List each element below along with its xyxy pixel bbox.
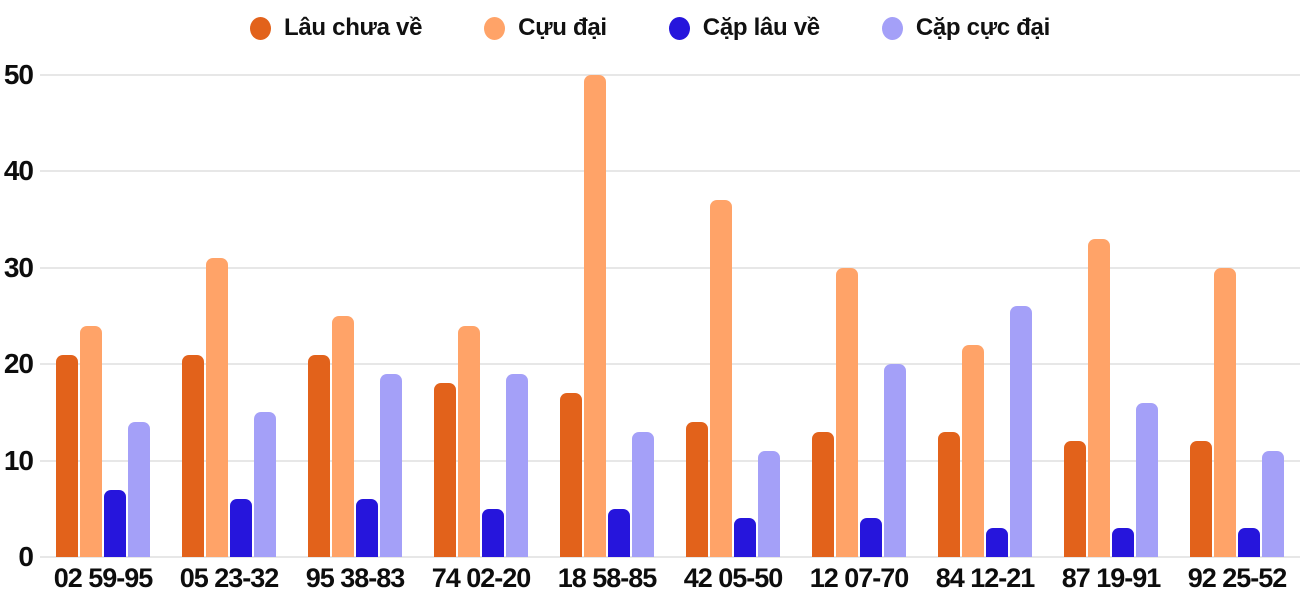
bar-series3-group6[interactable] bbox=[884, 364, 907, 557]
gridline-y-30 bbox=[40, 266, 1300, 269]
y-axis-tick-label: 0 bbox=[18, 541, 34, 572]
legend-item-0[interactable]: Lâu chưa về bbox=[250, 14, 422, 42]
bar-series0-group7[interactable] bbox=[937, 431, 960, 557]
legend-item-label: Cựu đại bbox=[518, 14, 607, 41]
x-axis-category-label: 74 02-20 bbox=[431, 563, 532, 593]
bar-series0-group9[interactable] bbox=[1189, 441, 1212, 557]
chart-legend: Lâu chưa về Cựu đại Cặp lâu về Cặp cực đại bbox=[0, 8, 1300, 48]
x-axis-category-label: 92 25-52 bbox=[1187, 563, 1288, 593]
y-axis-tick-label: 20 bbox=[3, 348, 34, 380]
bar-series1-group2[interactable] bbox=[331, 316, 354, 557]
legend-item-label: Cặp cực đại bbox=[915, 14, 1050, 41]
x-axis-category-label: 12 07-70 bbox=[809, 563, 910, 593]
legend-swatch-icon bbox=[250, 16, 272, 40]
bar-series3-group2[interactable] bbox=[380, 373, 403, 557]
x-axis-category-label: 05 23-32 bbox=[179, 563, 280, 593]
bar-series1-group5[interactable] bbox=[709, 200, 732, 557]
bar-series2-group7[interactable] bbox=[986, 528, 1009, 557]
legend-item-label: Lâu chưa về bbox=[284, 14, 423, 41]
bar-series2-group9[interactable] bbox=[1238, 528, 1261, 557]
legend-swatch-icon bbox=[881, 16, 903, 40]
legend-item-3[interactable]: Cặp cực đại bbox=[881, 14, 1050, 42]
bar-series2-group0[interactable] bbox=[104, 489, 127, 557]
bar-series1-group3[interactable] bbox=[457, 325, 480, 557]
gridline-y-20 bbox=[40, 363, 1300, 366]
bar-series2-group6[interactable] bbox=[860, 518, 883, 557]
legend-swatch-icon bbox=[484, 16, 506, 40]
bar-series0-group3[interactable] bbox=[433, 383, 456, 557]
bar-series3-group9[interactable] bbox=[1262, 450, 1285, 557]
y-axis-tick-label: 40 bbox=[3, 155, 34, 187]
bar-series3-group8[interactable] bbox=[1136, 402, 1159, 557]
bar-series1-group8[interactable] bbox=[1087, 238, 1110, 557]
bar-series3-group5[interactable] bbox=[758, 450, 781, 557]
bar-series0-group4[interactable] bbox=[559, 393, 582, 557]
bar-series0-group6[interactable] bbox=[811, 431, 834, 557]
gridline-y-50 bbox=[40, 74, 1300, 76]
y-axis-tick-label: 10 bbox=[3, 444, 34, 476]
bar-series0-group0[interactable] bbox=[55, 354, 78, 557]
bar-series2-group1[interactable] bbox=[230, 499, 253, 557]
bar-series0-group2[interactable] bbox=[307, 354, 330, 557]
legend-swatch-icon bbox=[668, 16, 690, 40]
gridline-y-0 bbox=[40, 556, 1300, 558]
x-axis-category-label: 02 59-95 bbox=[53, 563, 154, 593]
bar-series2-group5[interactable] bbox=[734, 518, 757, 557]
x-axis-category-label: 87 19-91 bbox=[1061, 563, 1162, 593]
bar-series0-group8[interactable] bbox=[1063, 441, 1086, 557]
bar-series0-group5[interactable] bbox=[685, 422, 708, 557]
bar-series0-group1[interactable] bbox=[181, 354, 204, 557]
bar-series2-group3[interactable] bbox=[482, 508, 505, 557]
bar-series1-group7[interactable] bbox=[961, 344, 984, 557]
y-axis-tick-label: 30 bbox=[3, 251, 34, 283]
bar-series1-group0[interactable] bbox=[79, 325, 102, 557]
x-axis-category-label: 95 38-83 bbox=[305, 563, 406, 593]
gridline-y-40 bbox=[40, 170, 1300, 173]
legend-item-1[interactable]: Cựu đại bbox=[484, 14, 607, 42]
x-axis-category-label: 18 58-85 bbox=[557, 563, 658, 593]
bar-series2-group8[interactable] bbox=[1112, 528, 1135, 557]
bar-series2-group2[interactable] bbox=[356, 499, 379, 557]
bar-series3-group4[interactable] bbox=[632, 431, 655, 557]
x-axis-category-label: 42 05-50 bbox=[683, 563, 784, 593]
gridline-y-10 bbox=[40, 459, 1300, 462]
bar-series3-group7[interactable] bbox=[1010, 306, 1033, 557]
bar-series3-group3[interactable] bbox=[506, 373, 529, 557]
bar-series1-group6[interactable] bbox=[835, 267, 858, 557]
bar-series2-group4[interactable] bbox=[608, 508, 631, 557]
y-axis-tick-label: 50 bbox=[3, 59, 34, 90]
bar-series1-group9[interactable] bbox=[1213, 267, 1236, 557]
legend-item-2[interactable]: Cặp lâu về bbox=[668, 14, 820, 42]
legend-item-label: Cặp lâu về bbox=[702, 14, 820, 41]
bar-series1-group1[interactable] bbox=[205, 258, 228, 557]
x-axis-category-label: 84 12-21 bbox=[935, 563, 1036, 593]
bar-series1-group4[interactable] bbox=[583, 75, 606, 557]
bar-series3-group0[interactable] bbox=[128, 422, 151, 557]
bar-series3-group1[interactable] bbox=[254, 412, 277, 557]
